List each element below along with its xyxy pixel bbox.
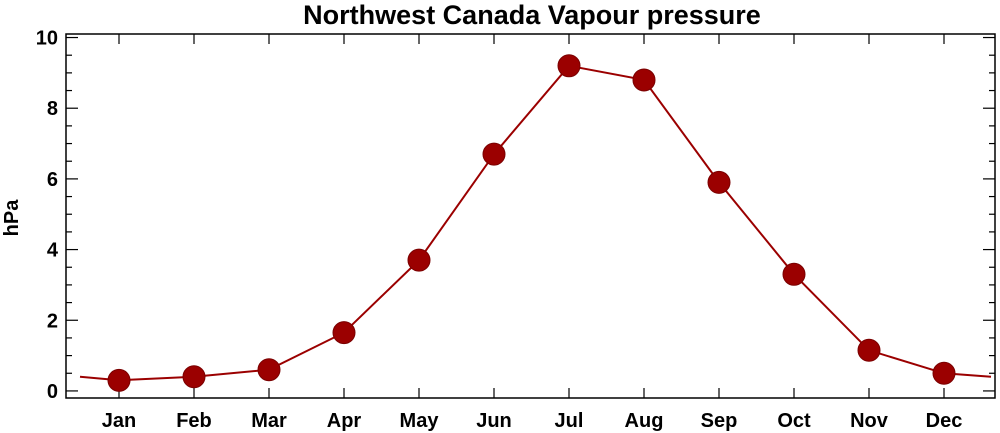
x-tick-label: Sep: [701, 410, 738, 432]
data-point-may: [407, 248, 431, 272]
x-tick-label: Mar: [251, 410, 287, 432]
y-axis-label: hPa: [1, 199, 23, 237]
x-tick-label: Oct: [777, 410, 811, 432]
y-tick-label: 10: [36, 28, 58, 50]
y-tick-label: 8: [47, 98, 58, 120]
data-point-jun: [482, 142, 506, 166]
x-tick-label: May: [400, 410, 440, 432]
y-tick-label: 4: [47, 240, 59, 262]
x-tick-label: Jan: [102, 410, 136, 432]
data-point-jan: [107, 368, 131, 392]
x-tick-label: Feb: [176, 410, 212, 432]
series-line: [79, 64, 992, 382]
y-tick-label: 0: [47, 381, 58, 403]
plot-frame: [65, 33, 996, 399]
data-point-aug: [632, 68, 656, 92]
x-tick-label: Dec: [926, 410, 963, 432]
data-point-feb: [182, 365, 206, 389]
y-tick-label: 6: [47, 169, 58, 191]
data-point-oct: [782, 262, 806, 286]
data-point-sep: [707, 170, 731, 194]
data-point-dec: [932, 361, 956, 385]
x-tick-label: Apr: [327, 410, 362, 432]
x-tick-label: Aug: [625, 410, 664, 432]
data-point-apr: [332, 321, 356, 345]
y-tick-label: 2: [47, 310, 58, 332]
x-tick-label: Jul: [555, 410, 584, 432]
y-ticks: 0 2 4 6 8 10: [36, 28, 995, 403]
chart-title: Northwest Canada Vapour pressure: [303, 0, 761, 30]
data-point-mar: [257, 358, 281, 382]
x-tick-label: Nov: [850, 410, 889, 432]
x-tick-label: Jun: [476, 410, 512, 432]
data-point-jul: [557, 54, 581, 78]
data-series: [79, 54, 992, 392]
data-point-nov: [857, 338, 881, 362]
x-ticks: Jan Feb Mar Apr May Jun Jul Aug Sep Oct Nov Dec: [102, 34, 963, 432]
